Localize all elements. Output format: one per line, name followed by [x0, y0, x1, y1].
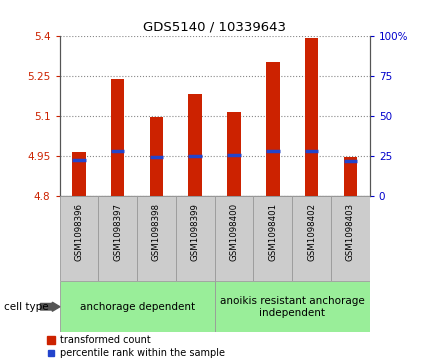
Bar	[188, 94, 202, 196]
Bar	[98, 196, 137, 281]
Title: GDS5140 / 10339643: GDS5140 / 10339643	[143, 21, 286, 34]
Bar	[111, 79, 125, 196]
Bar	[150, 118, 163, 196]
Text: GSM1098398: GSM1098398	[152, 203, 161, 261]
Bar	[215, 196, 253, 281]
Text: GSM1098399: GSM1098399	[191, 203, 200, 261]
Text: GSM1098402: GSM1098402	[307, 203, 316, 261]
Text: GSM1098400: GSM1098400	[230, 203, 238, 261]
Bar	[137, 196, 176, 281]
Bar	[60, 281, 215, 332]
Bar	[227, 112, 241, 196]
Bar	[72, 152, 86, 196]
Bar	[266, 62, 280, 196]
Text: cell type: cell type	[4, 302, 49, 312]
Bar	[292, 196, 331, 281]
Bar	[331, 196, 370, 281]
Text: anchorage dependent: anchorage dependent	[79, 302, 195, 312]
Bar	[305, 38, 318, 196]
Bar	[215, 281, 370, 332]
Legend: transformed count, percentile rank within the sample: transformed count, percentile rank withi…	[47, 335, 225, 358]
Bar	[343, 158, 357, 196]
Bar	[253, 196, 292, 281]
Text: anoikis resistant anchorage
independent: anoikis resistant anchorage independent	[220, 296, 365, 318]
Bar	[176, 196, 215, 281]
Text: GSM1098396: GSM1098396	[74, 203, 83, 261]
Bar	[60, 196, 98, 281]
Text: GSM1098397: GSM1098397	[113, 203, 122, 261]
Text: GSM1098403: GSM1098403	[346, 203, 355, 261]
Text: GSM1098401: GSM1098401	[268, 203, 277, 261]
